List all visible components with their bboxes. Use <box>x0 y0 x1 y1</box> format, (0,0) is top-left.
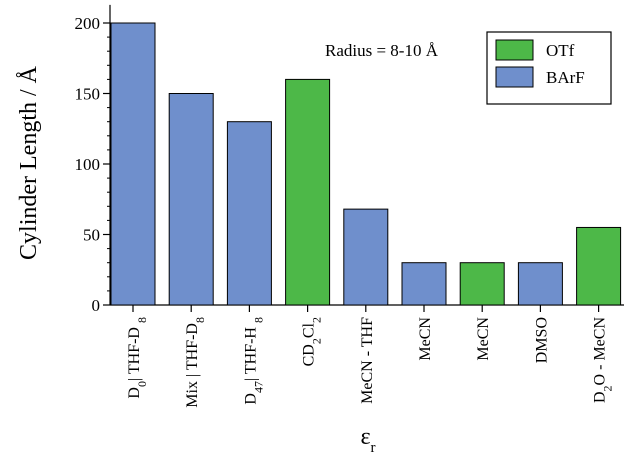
x-tick-label: D2O - MeCN <box>592 317 615 403</box>
y-tick-label: 150 <box>75 85 101 104</box>
y-tick-label: 200 <box>75 14 101 33</box>
y-tick-label: 0 <box>92 296 101 315</box>
y-tick-label: 100 <box>75 155 101 174</box>
legend-swatch <box>495 39 534 61</box>
bar <box>459 262 505 306</box>
x-tick-labels: D0| THF-D 8 Mix | THF-D8 D47| THF-H 8 CD2Cl… <box>126 317 615 408</box>
x-tick-label: MeCN - THF <box>359 317 376 404</box>
bars <box>110 22 622 312</box>
bar <box>285 78 331 306</box>
x-axis-title: εr <box>360 424 375 454</box>
bar <box>343 208 389 306</box>
legend: OTf BArF <box>486 31 612 105</box>
legend-label: BArF <box>546 68 585 87</box>
legend-label: OTf <box>546 41 575 60</box>
bar <box>226 121 272 306</box>
bar <box>517 262 563 306</box>
radius-annotation: Radius = 8-10 Å <box>325 41 439 60</box>
x-tick-label: DMSO <box>533 317 550 363</box>
x-tick-label: D0| THF-D 8 <box>126 317 149 399</box>
bar <box>576 226 622 306</box>
x-tick-label: MeCN <box>417 317 434 361</box>
bar <box>401 262 447 306</box>
x-tick-label: CD2Cl2 <box>301 317 324 366</box>
x-tick-label: Mix | THF-D8 <box>184 317 207 408</box>
bar <box>168 93 214 306</box>
x-tick-label: MeCN <box>475 317 492 361</box>
y-tick-label: 50 <box>83 226 100 245</box>
bar <box>110 22 156 306</box>
x-tick-label: D47| THF-H 8 <box>242 317 265 405</box>
legend-swatch <box>495 66 534 88</box>
y-axis-title: Cylinder Length / Å <box>16 65 42 260</box>
